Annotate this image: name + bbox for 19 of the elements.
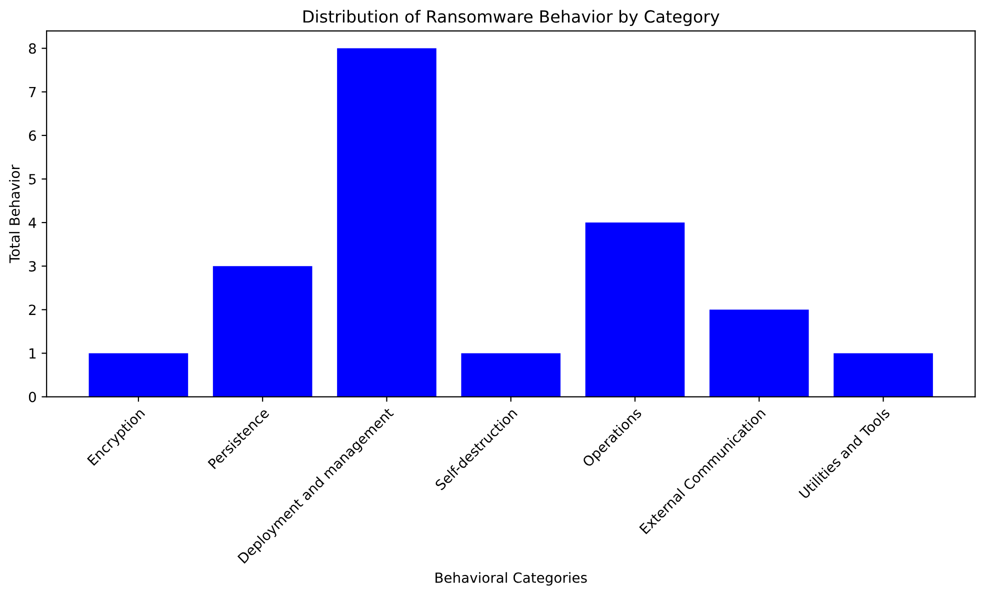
bar <box>337 48 436 397</box>
y-tick-label: 2 <box>29 304 36 315</box>
y-tick-label: 3 <box>29 261 36 272</box>
y-tick-label: 5 <box>29 174 36 184</box>
y-tick-label: 7 <box>29 87 36 98</box>
bar <box>212 266 312 397</box>
bar <box>461 353 561 397</box>
y-axis-title: Total Behavior <box>9 164 20 264</box>
y-tick-label: 0 <box>28 392 36 402</box>
y-tick-label: 6 <box>28 130 36 141</box>
y-tick-label: 1 <box>30 348 36 359</box>
x-axis-title: Behavioral Categories <box>436 572 587 586</box>
bar <box>834 353 933 397</box>
chart-title: Distribution of Ransomware Behavior by Category <box>303 10 720 26</box>
bar <box>88 353 188 397</box>
y-tick-label: 8 <box>28 43 36 54</box>
bar <box>709 310 809 397</box>
y-tick-label: 4 <box>28 218 36 228</box>
bar <box>585 222 685 397</box>
